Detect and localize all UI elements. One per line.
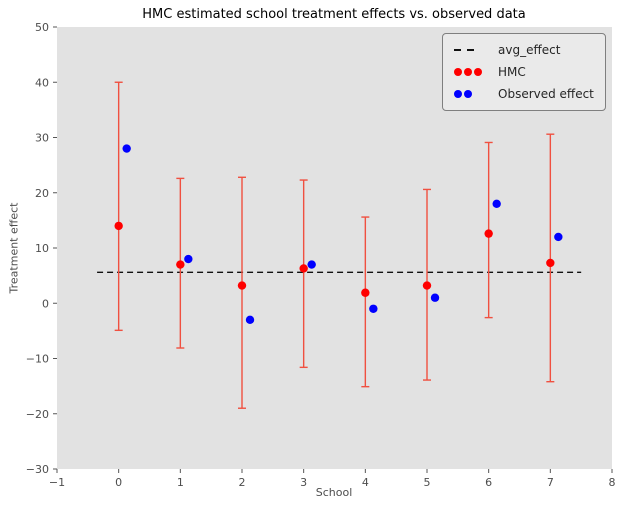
hmc-point (299, 264, 308, 273)
y-tick-label: 30 (35, 132, 49, 145)
dot-marker-icon (474, 68, 482, 76)
y-tick-label: −20 (26, 408, 49, 421)
x-tick-label: 5 (424, 476, 431, 489)
y-tick-label: 40 (35, 76, 49, 89)
x-tick-label: 3 (300, 476, 307, 489)
legend-dashed-line-icon (454, 49, 488, 51)
legend-item: avg_effect (454, 43, 594, 57)
y-tick-label: 0 (42, 297, 49, 310)
hmc-point (484, 229, 493, 238)
x-tick-label: 1 (177, 476, 184, 489)
observed-point (369, 304, 378, 313)
legend-dots-icon (454, 90, 488, 98)
observed-point (307, 260, 316, 269)
hmc-point (176, 260, 185, 269)
hmc-point (114, 221, 123, 231)
observed-point (492, 199, 501, 208)
dot-marker-icon (454, 90, 462, 98)
observed-point (554, 232, 563, 242)
observed-point (430, 293, 440, 302)
x-tick-label: 4 (362, 476, 369, 489)
dot-marker-icon (464, 90, 472, 98)
legend-item: Observed effect (454, 87, 594, 101)
y-axis-label: Treatment effect (7, 202, 21, 294)
x-tick-label: −1 (49, 476, 65, 489)
y-tick-label: −10 (26, 353, 49, 366)
legend-item-label: avg_effect (498, 43, 561, 57)
hmc-point (546, 258, 555, 268)
dashed-line-icon (454, 49, 476, 51)
legend-item-label: Observed effect (498, 87, 594, 101)
dot-marker-icon (454, 68, 462, 76)
hmc-point (422, 281, 432, 290)
x-tick-label: 6 (485, 476, 492, 489)
y-tick-label: 10 (35, 242, 49, 255)
x-tick-label: 2 (239, 476, 246, 489)
y-tick-label: 20 (35, 187, 49, 200)
hmc-point (361, 288, 370, 297)
hmc-point (237, 281, 247, 290)
observed-point (245, 315, 255, 325)
dot-marker-icon (464, 68, 472, 76)
observed-point (184, 254, 193, 264)
legend-item-label: HMC (498, 65, 526, 79)
legend-item: HMC (454, 65, 594, 79)
y-tick-label: −30 (26, 463, 49, 476)
x-tick-label: 8 (609, 476, 616, 489)
chart-title: HMC estimated school treatment effects v… (142, 7, 526, 22)
y-tick-label: 50 (35, 21, 49, 34)
legend: avg_effect HMC Observed effect (442, 33, 606, 111)
legend-dots-icon (454, 68, 488, 76)
x-axis-label: School (315, 486, 353, 499)
observed-point (122, 144, 131, 153)
x-tick-label: 0 (115, 476, 122, 489)
x-tick-label: 7 (547, 476, 554, 489)
